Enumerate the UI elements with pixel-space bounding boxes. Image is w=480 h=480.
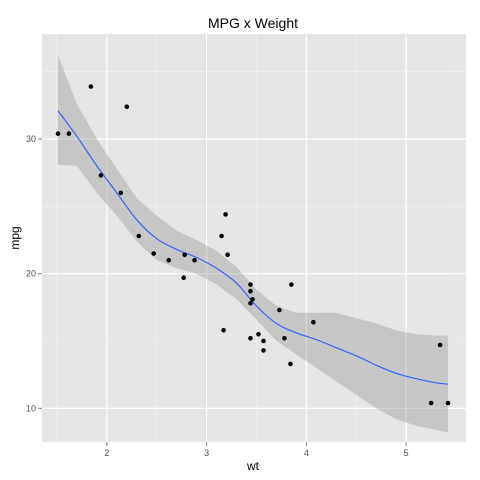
data-point [118, 190, 124, 196]
data-point [445, 400, 451, 406]
x-tick-label: 5 [404, 448, 409, 458]
y-tick-label: 30 [26, 134, 36, 144]
data-point [248, 301, 253, 306]
y-axis: 10 20 30 [26, 134, 42, 413]
x-tick-label: 3 [204, 448, 209, 458]
data-point [151, 251, 156, 256]
x-axis-title: wt [246, 459, 260, 473]
data-point [219, 233, 224, 239]
data-point [248, 288, 253, 294]
data-point [221, 327, 226, 333]
data-point [428, 400, 434, 406]
data-point [277, 307, 282, 313]
data-point [66, 131, 72, 136]
grid-major [42, 34, 466, 442]
y-axis-title: mpg [8, 226, 22, 249]
smooth-line [57, 110, 449, 385]
data-point [248, 336, 253, 341]
data-point [98, 173, 104, 178]
data-point [166, 257, 171, 263]
y-tick-label: 10 [26, 403, 36, 413]
x-tick-label: 4 [304, 448, 309, 458]
data-point [261, 338, 266, 344]
data-point [250, 297, 255, 302]
data-point [223, 212, 228, 217]
data-point [256, 332, 261, 337]
data-point [437, 342, 443, 348]
data-point [261, 348, 266, 353]
data-point [88, 84, 94, 89]
data-point [282, 336, 287, 341]
panel-background [42, 34, 466, 442]
data-point [288, 361, 293, 367]
grid-minor [42, 34, 466, 442]
y-tick-label: 20 [26, 269, 36, 279]
confidence-ribbon [58, 55, 448, 433]
data-points [55, 84, 451, 406]
data-point [181, 275, 186, 281]
data-point [182, 252, 187, 258]
data-point [289, 282, 294, 287]
data-point [248, 282, 253, 287]
data-point [192, 257, 197, 263]
data-point [136, 233, 142, 239]
data-point [311, 319, 316, 325]
data-point [225, 252, 230, 258]
x-axis: 2 3 4 5 [104, 442, 409, 458]
data-point [55, 131, 61, 136]
data-point [124, 104, 130, 109]
chart-title: MPG x Weight [208, 15, 298, 31]
plot-panel [42, 34, 466, 442]
x-tick-label: 2 [104, 448, 109, 458]
